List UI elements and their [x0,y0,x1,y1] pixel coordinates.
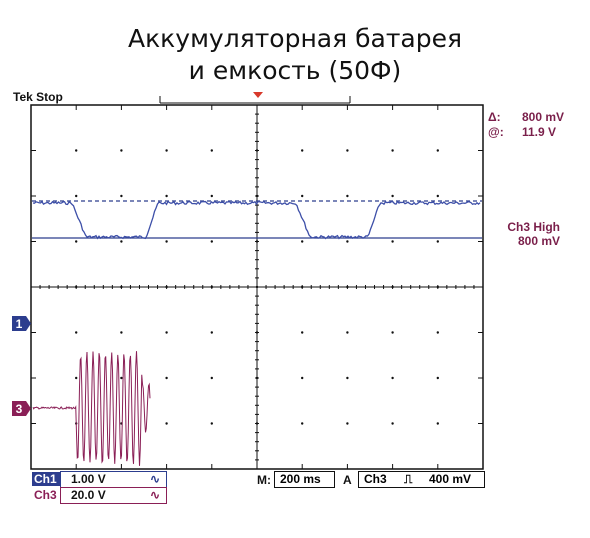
ch1-ground-marker[interactable]: 1 [12,316,31,331]
graticule-dot [436,149,439,152]
ch3-waveform-trace [32,351,151,466]
graticule-dot [255,376,259,380]
graticule-dot [346,194,349,198]
trigger-mode-label: A [343,473,352,487]
cursor-position-label: @: [488,125,504,139]
ch3-trigger-mode-label: Ch3 High [507,220,560,234]
graticule-dot [120,240,123,243]
graticule-dot [120,194,123,198]
graticule-dot [255,194,259,198]
ch3-label[interactable]: Ch3 [34,488,57,502]
graticule-dot [391,422,394,425]
graticule-dot [75,194,78,198]
graticule-dot [75,331,78,334]
graticule-dot [120,149,123,152]
graticule-dot [436,422,439,425]
graticule-dot [75,376,78,380]
ch1-marker-label: 1 [16,317,23,331]
cursor-delta-value: 800 mV [522,110,565,124]
graticule-dot [255,331,259,334]
graticule-dot [391,331,394,334]
trigger-time-marker-icon[interactable] [253,92,263,98]
trigger-level-value: 400 mV [429,472,472,486]
graticule-dot [301,240,304,243]
graticule-dot [391,376,394,380]
ch3-scale-field[interactable]: 20.0 V ∿ [60,487,167,504]
graticule-dot [210,422,213,425]
cursor-delta-label: Δ: [488,110,501,124]
trigger-settings-field[interactable]: Ch3 ⎍ 400 mV [358,471,485,488]
graticule-dot [436,376,439,380]
figure-title-line-2: и емкость (50Ф) [188,56,402,85]
graticule-dot [346,376,349,380]
graticule-dot [75,285,78,289]
graticule-dot [346,149,349,152]
graticule-dot [165,376,168,380]
graticule-dot [165,194,168,198]
graticule-dot [75,149,78,152]
graticule-dot [210,331,213,334]
timebase-field[interactable]: 200 ms [274,471,335,488]
graticule-dot [210,376,213,380]
graticule-dot [210,240,213,243]
ch3-marker-label: 3 [16,402,23,416]
ch1-label[interactable]: Ch1 [32,472,62,486]
graticule-dot [120,285,123,289]
figure-title-line-1: Аккумуляторная батарея [127,24,463,53]
graticule-dot [165,285,168,289]
ch3-trigger-level-label: 800 mV [517,234,560,248]
graticule-grid [30,104,484,470]
ch1-waveform-trace [32,200,481,240]
ch1-scale-field[interactable]: 1.00 V ∿ [60,471,167,488]
graticule-dot [346,285,349,289]
graticule-dot [301,149,304,152]
graticule-dot [301,422,304,425]
graticule-dot [436,285,439,289]
cursor-delta-readout: Δ: 800 mV [488,110,578,124]
graticule-dot [346,240,349,243]
graticule-dot [301,331,304,334]
graticule-dot [346,422,349,425]
graticule-dot [301,376,304,380]
graticule-dot [436,240,439,243]
timebase-label: M: [257,473,271,487]
graticule-dot [165,149,168,152]
graticule-dot [210,149,213,152]
graticule-dot [436,331,439,334]
graticule-dot [255,240,259,243]
graticule-dot [301,194,304,198]
graticule-dot [391,285,394,289]
timebase-value: 200 ms [280,472,321,486]
graticule-dot [391,149,394,152]
graticule-dot [120,376,123,380]
graticule-dot [301,285,304,289]
graticule-dot [255,285,259,289]
graticule-dot [391,194,394,198]
ch3-ground-marker[interactable]: 3 [12,401,31,416]
graticule-dot [165,240,168,243]
graticule-dot [165,422,168,425]
trigger-position-bracket [159,96,351,104]
ch1-coupling-icon: ∿ [149,472,160,486]
rising-edge-icon: ⎍ [404,472,413,486]
cursor-position-value: 11.9 V [522,125,557,139]
graticule-dot [436,194,439,198]
ch3-coupling-icon: ∿ [149,488,160,502]
graticule-dot [75,240,78,243]
graticule-dot [210,194,213,198]
ch1-scale-value: 1.00 V [71,472,106,486]
graticule-dot [255,149,259,152]
acquisition-status: Tek Stop [13,90,63,104]
graticule-dot [210,285,213,289]
graticule-dot [391,240,394,243]
ch3-scale-value: 20.0 V [71,488,106,502]
graticule-dot [120,331,123,334]
graticule-dot [165,331,168,334]
graticule-dot [346,331,349,334]
trigger-source-value: Ch3 [364,472,387,486]
graticule-dot [255,422,259,425]
cursor-position-readout: @: 11.9 V [488,125,578,139]
